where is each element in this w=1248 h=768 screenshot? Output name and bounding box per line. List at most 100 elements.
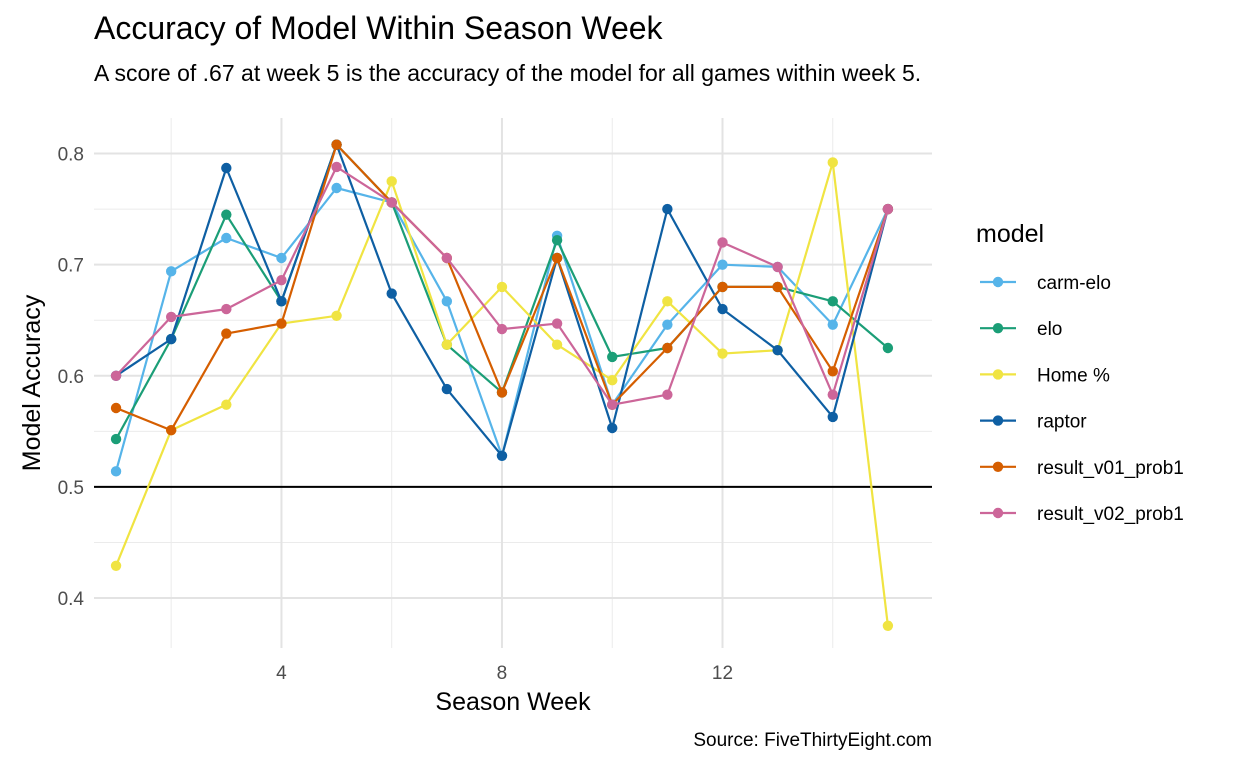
data-point	[882, 620, 894, 631]
data-point	[717, 259, 728, 270]
chart-title: Accuracy of Model Within Season Week	[94, 10, 663, 46]
data-point	[882, 342, 894, 354]
legend-item: raptor	[980, 412, 1087, 433]
data-point	[221, 328, 232, 339]
data-point	[607, 422, 618, 434]
data-point	[827, 157, 838, 168]
legend-item: Home %	[980, 365, 1110, 386]
data-point	[496, 281, 508, 293]
data-point	[165, 266, 177, 277]
data-point	[221, 399, 232, 410]
data-point	[331, 182, 342, 194]
legend-label: carm-elo	[1037, 273, 1111, 294]
chart-subtitle: A score of .67 at week 5 is the accuracy…	[94, 60, 922, 86]
y-axis-title: Model Accuracy	[18, 294, 46, 471]
data-point	[276, 296, 287, 307]
data-point	[551, 235, 563, 246]
data-point	[276, 252, 287, 264]
data-point	[221, 303, 232, 315]
data-point	[441, 339, 453, 350]
data-point	[165, 425, 177, 436]
data-point	[607, 375, 618, 386]
data-point	[221, 162, 232, 174]
data-point	[717, 348, 728, 359]
legend-label: raptor	[1037, 412, 1087, 433]
legend-key-point	[992, 507, 1004, 519]
data-point	[110, 402, 122, 414]
data-point	[772, 281, 783, 293]
data-point	[827, 389, 838, 400]
x-axis-title: Season Week	[435, 688, 591, 716]
legend-item: result_v02_prob1	[980, 504, 1184, 525]
data-point	[827, 411, 838, 423]
legend-key-point	[992, 276, 1004, 288]
x-tick-label: 12	[712, 663, 733, 684]
legend-label: elo	[1037, 319, 1062, 340]
y-tick-label: 0.7	[58, 256, 84, 277]
data-point	[110, 560, 122, 571]
data-point	[386, 288, 397, 299]
data-point	[551, 252, 563, 264]
grid	[94, 118, 932, 648]
data-point	[607, 351, 618, 363]
legend-label: result_v02_prob1	[1037, 504, 1184, 525]
data-point	[551, 318, 563, 329]
data-point	[276, 318, 287, 329]
data-point	[772, 345, 783, 356]
x-tick-label: 8	[497, 663, 508, 684]
data-point	[221, 209, 232, 220]
data-point	[662, 389, 673, 400]
data-point	[110, 370, 122, 381]
data-point	[662, 296, 673, 307]
legend-label: result_v01_prob1	[1037, 458, 1184, 479]
legend-key-point	[992, 461, 1004, 472]
data-point	[441, 296, 453, 307]
data-point	[772, 261, 783, 273]
data-point	[331, 161, 342, 173]
legend-label: Home %	[1037, 365, 1110, 386]
data-point	[165, 311, 177, 323]
data-point	[496, 323, 508, 335]
legend-key-point	[992, 415, 1004, 426]
series-result-v02-prob1	[110, 161, 894, 410]
series-layer	[110, 139, 894, 631]
legend-item: carm-elo	[980, 273, 1111, 294]
legend: model carm-elo elo Home % raptor result_v01_p…	[976, 220, 1184, 525]
data-point	[331, 139, 342, 150]
data-point	[110, 466, 122, 477]
data-point	[165, 333, 177, 345]
y-tick-label: 0.8	[58, 145, 84, 166]
data-point	[717, 237, 728, 248]
data-point	[496, 387, 508, 398]
legend-title: model	[976, 220, 1044, 248]
data-point	[441, 252, 453, 264]
data-point	[607, 399, 618, 410]
data-point	[331, 310, 342, 321]
y-tick-label: 0.4	[58, 589, 85, 610]
data-point	[827, 296, 838, 307]
data-point	[386, 176, 397, 187]
data-point	[662, 342, 673, 354]
data-point	[827, 319, 838, 330]
data-point	[662, 319, 673, 330]
data-point	[551, 339, 563, 350]
data-point	[110, 433, 122, 445]
legend-item: result_v01_prob1	[980, 458, 1184, 479]
data-point	[276, 275, 287, 286]
data-point	[882, 203, 894, 215]
axis-layer: 0.4 0.5 0.6 0.7 0.8 4 8 12 Season Week Model Accu…	[18, 145, 733, 716]
legend-key-point	[992, 369, 1004, 380]
x-tick-label: 4	[276, 663, 287, 684]
series-home	[110, 157, 894, 631]
data-point	[496, 450, 508, 461]
legend-key-point	[992, 323, 1004, 334]
data-point	[662, 203, 673, 215]
data-point	[441, 383, 453, 395]
data-point	[717, 281, 728, 293]
data-point	[717, 303, 728, 315]
data-point	[221, 232, 232, 244]
data-point	[827, 366, 838, 377]
legend-item: elo	[980, 319, 1062, 340]
y-tick-label: 0.6	[58, 367, 84, 388]
